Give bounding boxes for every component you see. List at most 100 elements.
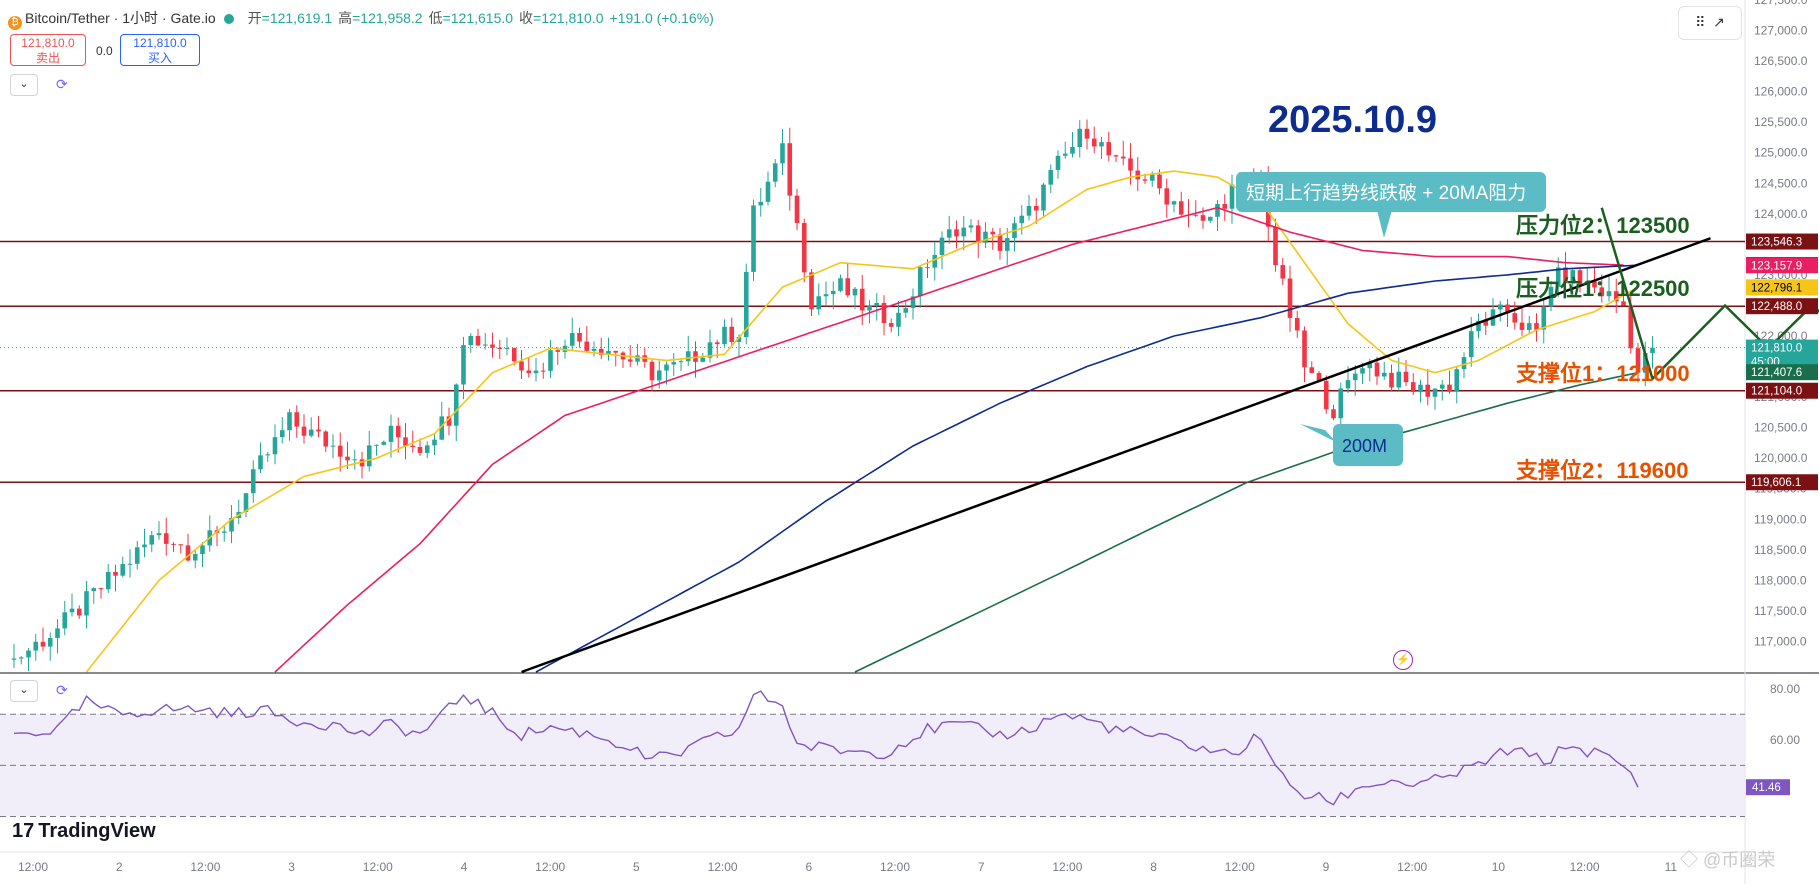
x-tick-day: 11 bbox=[1665, 860, 1678, 874]
candle-body bbox=[591, 348, 597, 351]
callout-box bbox=[1236, 172, 1546, 212]
chevron-down-icon[interactable]: ⌄ bbox=[10, 74, 38, 96]
tradingview-logo[interactable]: 17 TradingView bbox=[12, 820, 156, 842]
candle-body bbox=[664, 364, 669, 371]
candle-body bbox=[461, 345, 466, 385]
candle-body bbox=[62, 612, 68, 629]
candle-body bbox=[1280, 265, 1286, 279]
candle-body bbox=[1222, 204, 1228, 209]
sell-button[interactable]: 121,810.0 卖出 bbox=[10, 34, 86, 66]
candle-body bbox=[627, 359, 633, 362]
high-value: =121,958.2 bbox=[352, 10, 423, 26]
candle-body bbox=[163, 533, 169, 544]
candle-body bbox=[1555, 267, 1561, 287]
candle-body bbox=[221, 531, 227, 533]
buy-button[interactable]: 121,810.0 买入 bbox=[120, 34, 200, 66]
high-label: 高 bbox=[338, 10, 353, 26]
candle-body bbox=[787, 143, 793, 196]
candle-body bbox=[939, 237, 945, 255]
candle-body bbox=[1055, 155, 1061, 171]
candle-body bbox=[113, 571, 118, 576]
live-dot-icon bbox=[223, 14, 234, 24]
candle-body bbox=[743, 271, 749, 338]
callout-text: 短期上行趋势线跌破 + 20MA阻力 bbox=[1246, 182, 1526, 204]
candle-body bbox=[1229, 184, 1235, 209]
candle-body bbox=[903, 308, 909, 313]
candle-body bbox=[1454, 369, 1460, 392]
x-tick-time: 12:00 bbox=[1397, 860, 1427, 874]
candle-body bbox=[156, 533, 162, 536]
candle-body bbox=[714, 342, 720, 345]
candle-body bbox=[1164, 188, 1170, 205]
y-tick-label: 118,500.0 bbox=[1754, 543, 1807, 557]
candle-body bbox=[656, 370, 662, 381]
candle-body bbox=[171, 543, 176, 545]
bitcoin-icon: ₿ bbox=[8, 16, 22, 30]
lightning-icon[interactable]: ⚡ bbox=[1393, 650, 1413, 670]
candle-body bbox=[352, 459, 358, 461]
forecast-path bbox=[1600, 207, 1819, 382]
candle-body bbox=[1468, 331, 1474, 358]
x-tick-day: 8 bbox=[1150, 860, 1157, 874]
candle-body bbox=[1207, 216, 1213, 221]
candle-body bbox=[1120, 156, 1126, 159]
candle-body bbox=[758, 201, 764, 206]
candle-body bbox=[265, 454, 271, 456]
candle-body bbox=[1048, 170, 1054, 185]
candle-body bbox=[533, 370, 539, 374]
candle-body bbox=[1352, 373, 1358, 381]
refresh-icon[interactable]: ⟳ bbox=[56, 76, 68, 92]
candle-body bbox=[997, 234, 1003, 251]
candle-body bbox=[910, 296, 916, 309]
y-tick-label: 125,500.0 bbox=[1754, 115, 1808, 129]
candle-body bbox=[845, 278, 851, 296]
ma-line-100ma bbox=[535, 264, 1639, 673]
candle-body bbox=[91, 588, 97, 592]
price-badge bbox=[1746, 382, 1818, 399]
candle-body bbox=[1142, 179, 1148, 181]
candle-body bbox=[946, 229, 952, 238]
candle-body bbox=[1178, 201, 1184, 215]
x-tick-day: 5 bbox=[633, 860, 640, 874]
rsi-tick-label: 60.00 bbox=[1770, 733, 1800, 747]
candle-body bbox=[1577, 270, 1583, 284]
candle-body bbox=[1635, 348, 1641, 373]
drawing-tools-icon[interactable]: ⠿ ↗ bbox=[1678, 6, 1742, 40]
symbol-title[interactable]: Bitcoin/Tether · 1小时 · Gate.io bbox=[25, 10, 216, 26]
candle-body bbox=[1200, 215, 1206, 221]
candle-body bbox=[968, 225, 974, 228]
chart-header: ₿ Bitcoin/Tether · 1小时 · Gate.io 开=121,619… bbox=[8, 8, 714, 30]
candle-body bbox=[200, 545, 205, 554]
x-tick-time: 12:00 bbox=[1052, 860, 1082, 874]
rsi-collapse-icon[interactable]: ⌄ bbox=[10, 680, 38, 702]
price-badge-label: 121,104.0 bbox=[1751, 386, 1802, 398]
price-badge bbox=[1746, 257, 1818, 274]
y-tick-label: 125,000.0 bbox=[1754, 146, 1808, 160]
y-tick-label: 119,000.0 bbox=[1754, 512, 1807, 526]
candle-body bbox=[1439, 384, 1445, 389]
x-tick-time: 12:00 bbox=[190, 860, 220, 874]
candle-body bbox=[1410, 382, 1416, 393]
candle-body bbox=[149, 535, 155, 545]
candle-body bbox=[490, 344, 495, 348]
callout-200m-text: 200M bbox=[1342, 436, 1387, 456]
y-tick-label: 117,500.0 bbox=[1754, 604, 1807, 618]
y-tick-label: 127,000.0 bbox=[1754, 24, 1808, 38]
candle-body bbox=[1403, 371, 1409, 383]
candle-body bbox=[925, 267, 930, 269]
rsi-refresh-icon[interactable]: ⟳ bbox=[56, 682, 68, 698]
candle-body bbox=[1621, 301, 1626, 306]
candle-body bbox=[1505, 304, 1510, 314]
y-tick-label: 118,000.0 bbox=[1754, 573, 1807, 587]
candle-body bbox=[801, 223, 807, 273]
x-tick-time: 12:00 bbox=[363, 860, 393, 874]
callout-200m-box bbox=[1333, 424, 1403, 466]
candle-body bbox=[497, 347, 503, 350]
candle-body bbox=[1077, 128, 1083, 148]
candle-body bbox=[243, 493, 249, 512]
candle-body bbox=[1367, 362, 1373, 369]
candle-body bbox=[26, 650, 31, 658]
candle-body bbox=[475, 335, 481, 346]
candle-body bbox=[410, 445, 416, 447]
